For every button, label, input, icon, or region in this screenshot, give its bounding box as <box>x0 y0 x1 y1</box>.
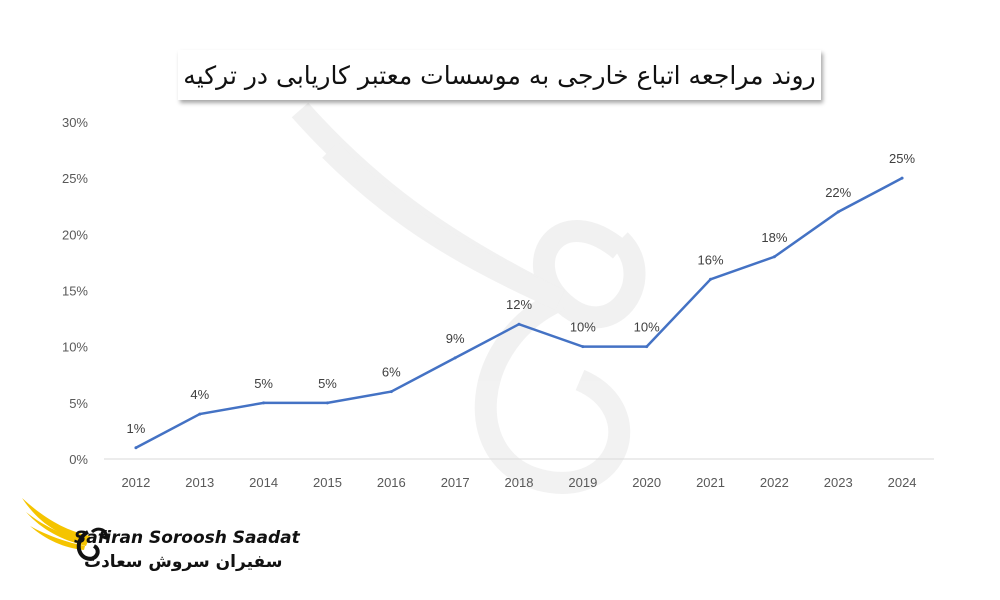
wing-logo-icon <box>22 498 108 561</box>
y-tick-label: 10% <box>62 340 88 355</box>
data-point <box>262 401 266 405</box>
y-tick-label: 25% <box>62 171 88 186</box>
x-tick-label: 2024 <box>888 475 917 490</box>
x-tick-label: 2014 <box>249 475 278 490</box>
data-label: 6% <box>382 365 401 380</box>
data-label: 16% <box>698 252 724 267</box>
data-label: 18% <box>761 230 787 245</box>
data-point <box>453 356 457 360</box>
x-tick-label: 2015 <box>313 475 342 490</box>
data-point <box>645 345 649 349</box>
data-label: 22% <box>825 185 851 200</box>
x-tick-label: 2019 <box>568 475 597 490</box>
y-tick-label: 0% <box>69 452 88 467</box>
x-tick-label: 2021 <box>696 475 725 490</box>
data-label: 5% <box>318 376 337 391</box>
logo-name-fa: سفیران سروش سعادت <box>84 552 283 572</box>
data-label: 5% <box>254 376 273 391</box>
watermark-icon <box>291 102 646 494</box>
x-tick-label: 2012 <box>121 475 150 490</box>
data-point <box>198 412 202 416</box>
y-tick-label: 5% <box>69 396 88 411</box>
x-tick-label: 2013 <box>185 475 214 490</box>
x-tick-label: 2020 <box>632 475 661 490</box>
data-label: 9% <box>446 331 465 346</box>
data-label: 12% <box>506 297 532 312</box>
chart-title: روند مراجعه اتباع خارجی به موسسات معتبر … <box>183 60 816 90</box>
data-label: 1% <box>127 421 146 436</box>
data-point <box>134 446 138 450</box>
data-label: 4% <box>190 387 209 402</box>
y-tick-label: 20% <box>62 227 88 242</box>
data-point <box>581 345 585 349</box>
y-tick-label: 15% <box>62 284 88 299</box>
data-point <box>325 401 329 405</box>
x-tick-label: 2017 <box>441 475 470 490</box>
x-tick-label: 2023 <box>824 475 853 490</box>
data-point <box>836 210 840 214</box>
logo-name-en: Safiran Soroosh Saadat <box>74 528 300 548</box>
data-label: 10% <box>570 320 596 335</box>
chart-title-box: روند مراجعه اتباع خارجی به موسسات معتبر … <box>178 50 821 100</box>
data-point <box>517 322 521 326</box>
data-label: 10% <box>634 320 660 335</box>
series-line <box>135 177 903 449</box>
data-point <box>900 176 904 180</box>
x-tick-label: 2022 <box>760 475 789 490</box>
data-point <box>709 277 713 281</box>
data-point <box>389 390 393 394</box>
x-tick-label: 2016 <box>377 475 406 490</box>
data-point <box>772 255 776 259</box>
x-tick-label: 2018 <box>505 475 534 490</box>
data-label: 25% <box>889 151 915 166</box>
y-tick-label: 30% <box>62 115 88 130</box>
